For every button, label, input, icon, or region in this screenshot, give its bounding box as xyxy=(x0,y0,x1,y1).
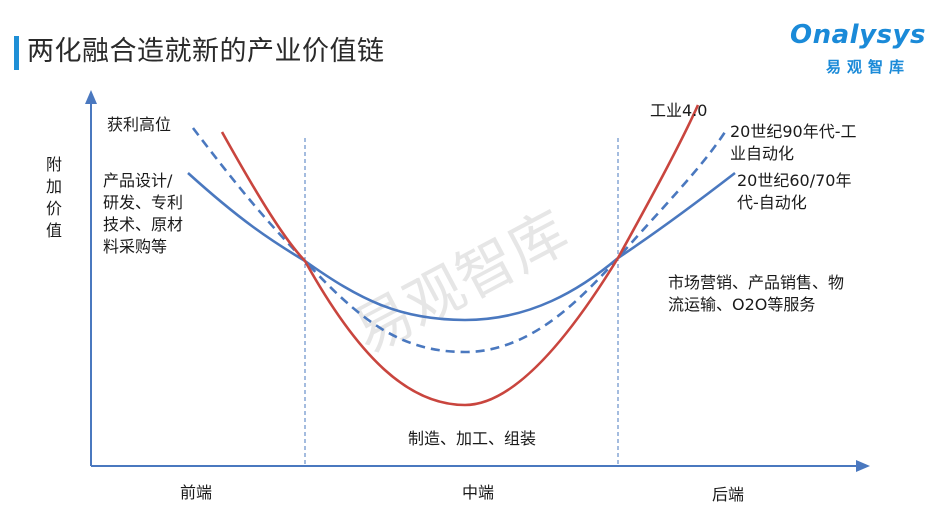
y-label-char: 加 xyxy=(45,177,62,196)
automation-1990s-line: 业自动化 xyxy=(730,144,795,163)
y-axis-label: 附 加 价 值 xyxy=(44,154,64,242)
label-automation-1990s: 20世纪90年代-工 业自动化 xyxy=(730,121,857,165)
label-industry-4-0: 工业4.0 xyxy=(650,101,708,120)
automation-1990s-line: 20世纪90年代-工 xyxy=(730,122,857,141)
label-front-activities: 产品设计/ 研发、专利 技术、原材 料采购等 xyxy=(103,170,183,258)
back-services-line: 流运输、O2O等服务 xyxy=(668,295,816,314)
front-activities-line: 技术、原材 xyxy=(103,215,184,234)
page-title: 两化融合造就新的产业价值链 xyxy=(27,36,385,67)
automation-1960s-70s-line: 代-自动化 xyxy=(737,193,807,212)
y-label-char: 价 xyxy=(45,199,62,218)
curve-automation-1960s-70s xyxy=(187,171,736,322)
automation-1960s-70s-line: 20世纪60/70年 xyxy=(737,171,852,190)
back-services-line: 市场营销、产品销售、物 xyxy=(668,273,845,292)
label-automation-1960s-70s: 20世纪60/70年 代-自动化 xyxy=(737,170,851,214)
front-activities-line: 研发、专利 xyxy=(103,193,184,212)
logo-wordmark: Onalysys xyxy=(790,20,926,50)
label-profit-high: 获利高位 xyxy=(107,115,172,134)
curve-automation-1990s xyxy=(191,127,727,354)
x-axis-arrow xyxy=(856,460,870,472)
analysys-logo: Onalysys 易观智库 xyxy=(790,18,930,84)
y-label-char: 值 xyxy=(45,221,62,240)
section-label-back: 后端 xyxy=(712,485,745,504)
y-label-char: 附 xyxy=(45,155,62,174)
front-activities-line: 产品设计/ xyxy=(103,171,173,190)
logo-chinese-name: 易观智库 xyxy=(826,58,911,76)
section-label-front: 前端 xyxy=(180,483,213,502)
curve-industry-4-0 xyxy=(220,104,700,407)
label-manufacturing: 制造、加工、组装 xyxy=(408,429,537,448)
y-axis-arrow xyxy=(85,90,97,104)
label-back-services: 市场营销、产品销售、物 流运输、O2O等服务 xyxy=(668,272,844,316)
title-accent-bar xyxy=(14,36,19,70)
section-label-middle: 中端 xyxy=(462,483,495,502)
watermark-text: 易观智库 xyxy=(342,198,579,367)
front-activities-line: 料采购等 xyxy=(103,237,168,256)
